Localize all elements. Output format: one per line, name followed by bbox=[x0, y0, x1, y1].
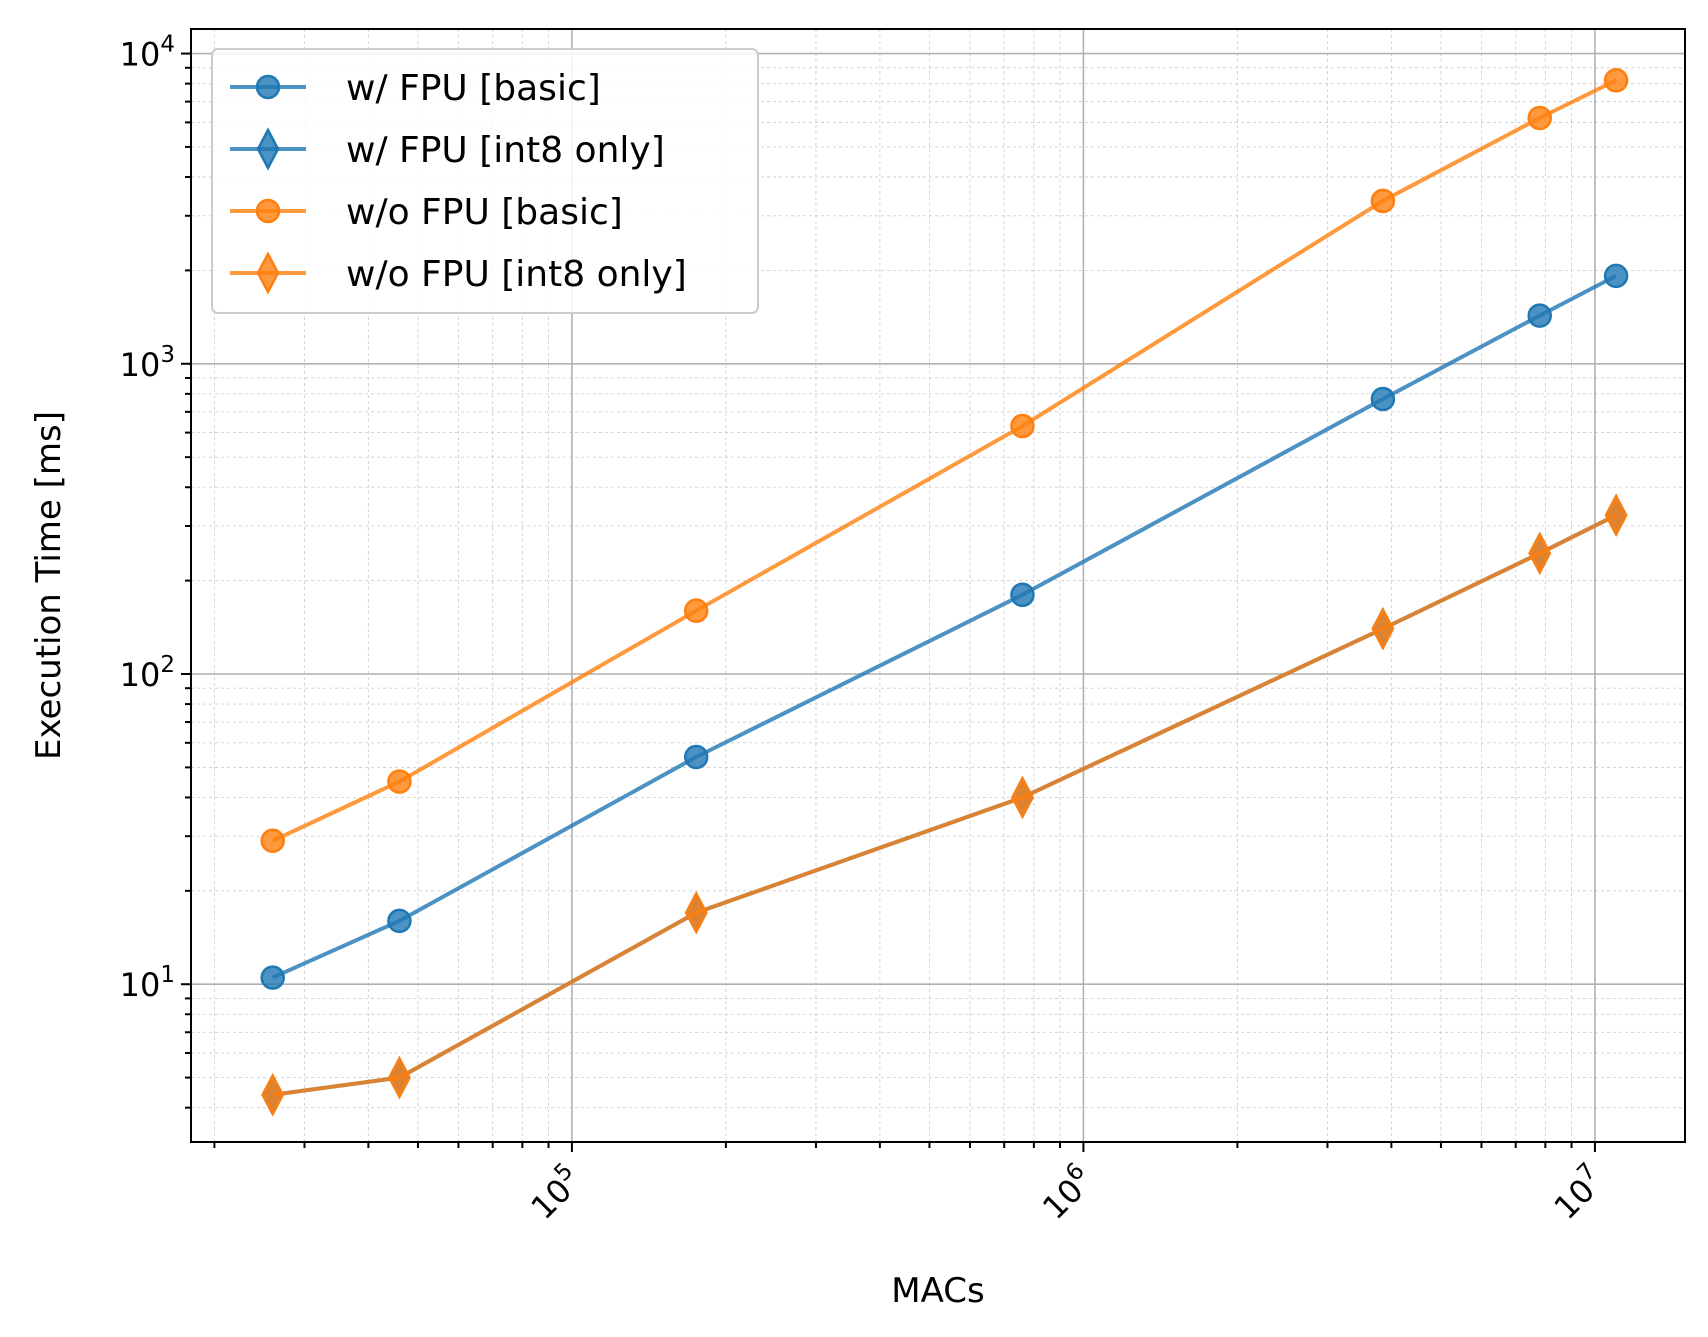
x-tick-label: 107 bbox=[1544, 1158, 1613, 1227]
data-point bbox=[1528, 531, 1552, 575]
data-point bbox=[1370, 188, 1396, 214]
data-point bbox=[1603, 68, 1629, 93]
data-point bbox=[1527, 303, 1552, 328]
legend-item: w/ FPU [basic] bbox=[230, 68, 601, 109]
legend-swatch-marker bbox=[256, 127, 280, 171]
legend-label: w/o FPU [basic] bbox=[346, 192, 623, 233]
plot-frame bbox=[190, 28, 1686, 1143]
legend-swatch-marker bbox=[255, 198, 281, 224]
data-point bbox=[387, 908, 412, 934]
y-tick-label: 101 bbox=[120, 962, 175, 1004]
data-point bbox=[1011, 775, 1034, 820]
x-tick-label: 105 bbox=[521, 1158, 590, 1227]
series-layer bbox=[260, 68, 1629, 1117]
legend-label: w/o FPU [int8 only] bbox=[346, 254, 687, 295]
data-point bbox=[684, 891, 708, 935]
x-axis-title: MACs bbox=[891, 1271, 984, 1311]
series-line bbox=[272, 513, 1617, 1097]
series-3 bbox=[261, 493, 1628, 1117]
data-point bbox=[1010, 413, 1035, 439]
data-point bbox=[260, 965, 285, 990]
data-point bbox=[261, 1073, 285, 1117]
legend-label: w/ FPU [basic] bbox=[346, 68, 601, 109]
legend-label: w/ FPU [int8 only] bbox=[346, 130, 665, 171]
data-point bbox=[1010, 582, 1035, 608]
series-line bbox=[271, 274, 1618, 980]
data-point bbox=[1604, 493, 1628, 537]
data-point bbox=[260, 828, 285, 854]
series-2 bbox=[260, 68, 1629, 854]
y-tick-label: 104 bbox=[120, 32, 175, 74]
data-point bbox=[388, 1055, 411, 1100]
y-tick-label: 102 bbox=[120, 652, 175, 694]
y-axis-title: Execution Time [ms] bbox=[29, 411, 69, 760]
series-line bbox=[272, 513, 1617, 1097]
x-tick-label: 106 bbox=[1032, 1158, 1101, 1227]
legend-swatch-marker bbox=[256, 251, 280, 295]
axis-ticks bbox=[181, 52, 1596, 1152]
series-0 bbox=[260, 263, 1629, 990]
data-point bbox=[387, 769, 412, 794]
legend: w/ FPU [basic] w/ FPU [int8 only] w/o FPU … bbox=[211, 48, 759, 314]
legend-swatch-marker bbox=[255, 74, 281, 100]
data-point bbox=[683, 598, 709, 623]
legend-box bbox=[211, 48, 759, 314]
legend-item: w/o FPU [int8 only] bbox=[230, 251, 687, 295]
legend-item: w/o FPU [basic] bbox=[230, 192, 623, 233]
data-point bbox=[1527, 105, 1552, 131]
series-1 bbox=[261, 493, 1628, 1117]
data-point bbox=[1603, 263, 1629, 289]
data-point bbox=[1370, 386, 1396, 412]
legend-item: w/ FPU [int8 only] bbox=[230, 127, 665, 171]
y-tick-label: 103 bbox=[120, 342, 175, 384]
minor-grid bbox=[191, 29, 1685, 1142]
data-point bbox=[683, 744, 709, 770]
data-point bbox=[1371, 606, 1395, 651]
